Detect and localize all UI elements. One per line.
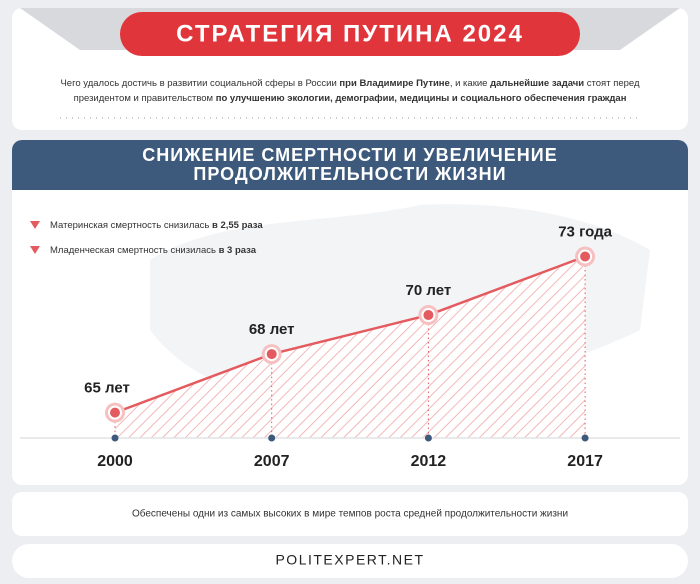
intro-line: Чего удалось достичь в развитии социальн… [60,78,640,89]
bullet-icon [30,246,40,254]
chart-title: СНИЖЕНИЕ СМЕРТНОСТИ И УВЕЛИЧЕНИЕ [142,145,557,165]
intro-line: президентом и правительством по улучшени… [74,93,627,104]
footer: POLITEXPERT.NET [275,552,424,568]
x-tick-label: 2000 [97,453,133,470]
intro-segment: , и какие [450,78,490,89]
x-tick-label: 2007 [254,453,290,470]
annotation-text: Материнская смертность снизилась [50,220,212,231]
axis-dot [424,434,432,442]
x-tick-label: 2012 [411,453,447,470]
chart-note: Обеспечены одни из самых высоких в мире … [132,508,568,520]
x-tick-label: 2017 [567,453,603,470]
line [114,255,586,414]
axis-dot [111,434,119,442]
annotation-bold: в 2,55 раза [212,220,263,231]
axis-dot [581,434,589,442]
annotation-text: Младенческая смертность снизилась [50,245,219,256]
value-label: 65 лет [84,380,130,397]
value-label: 70 лет [406,282,452,299]
annotation: Материнская смертность снизилась в 2,55 … [50,220,263,231]
marker [264,347,279,362]
area-fill [115,256,586,438]
marker [421,308,436,323]
header-title: СТРАТЕГИЯ ПУТИНА 2024 [176,20,524,47]
header-banner [120,12,580,56]
marker [578,249,593,264]
chart-header [12,140,688,190]
intro-segment: по улучшению экологии, демографии, медиц… [216,93,627,104]
annotation: Младенческая смертность снизилась в 3 ра… [50,245,257,256]
annotation-bold: в 3 раза [219,245,257,256]
marker [108,405,122,420]
bullet-icon [30,221,40,229]
intro-segment: при Владимире Путине [339,78,449,89]
footer-card [12,544,688,578]
intro-segment: стоят перед [584,78,640,89]
intro-segment: дальнейшие задачи [490,78,584,89]
axis-dot [268,434,276,442]
intro-segment: президентом и правительством [74,93,216,104]
value-label: 68 лет [249,321,295,338]
intro-segment: Чего удалось достичь в развитии социальн… [60,78,339,89]
note-card [12,492,688,536]
value-label: 73 года [558,223,612,240]
chart-title: ПРОДОЛЖИТЕЛЬНОСТИ ЖИЗНИ [193,164,506,184]
